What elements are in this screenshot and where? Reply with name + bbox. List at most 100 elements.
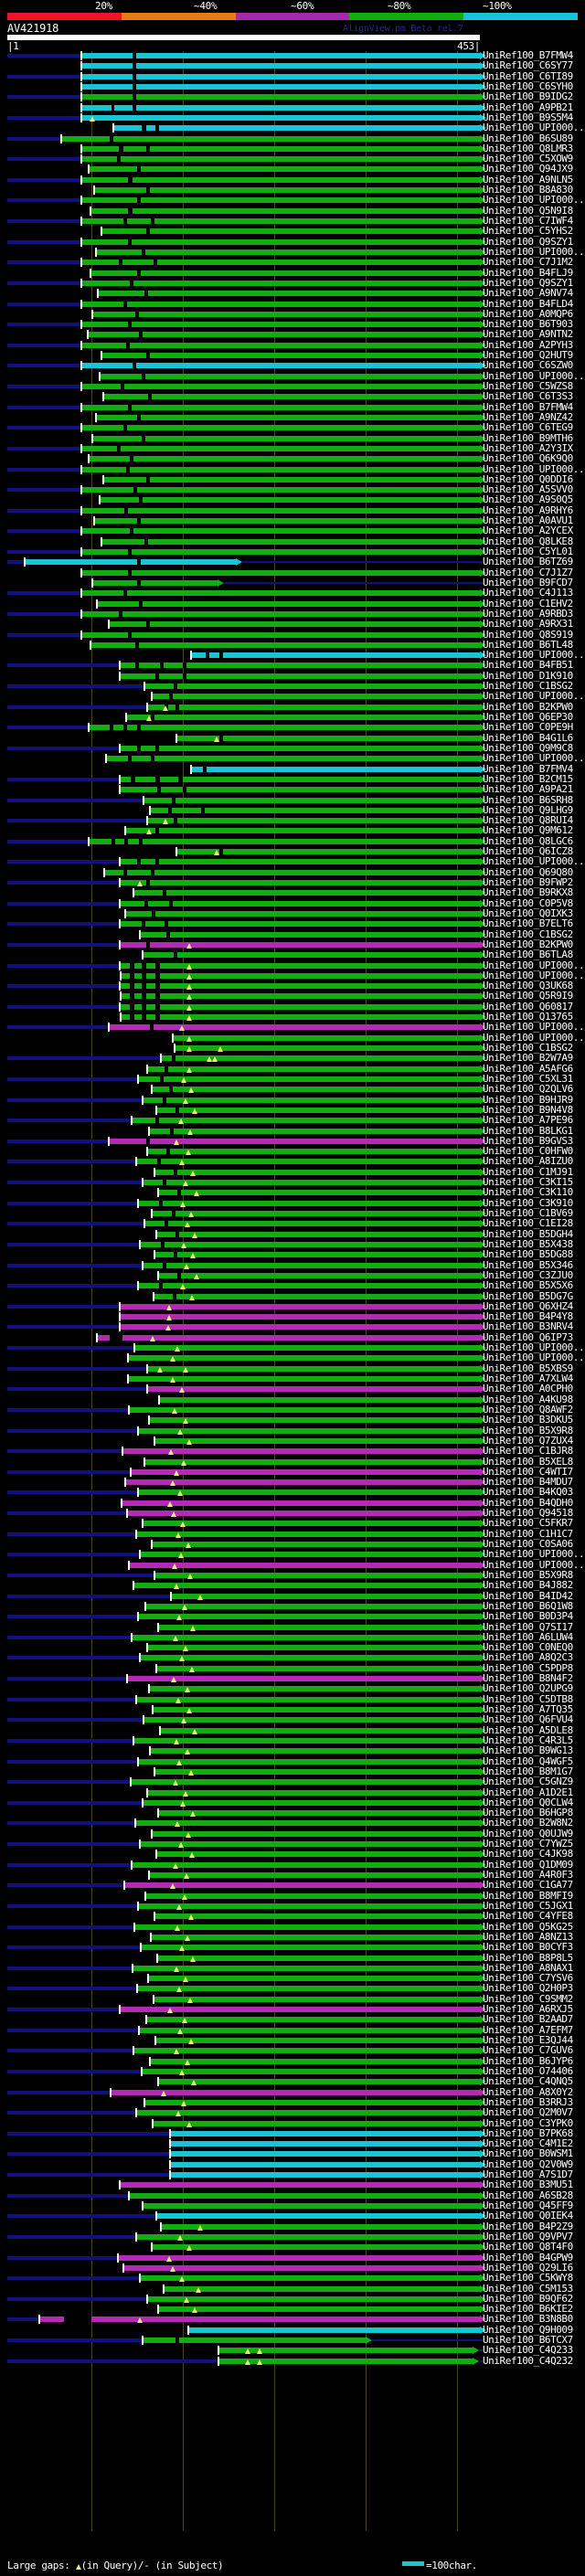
alignment-row[interactable]: UniRef100_B6T903	[0, 319, 585, 330]
hsp-bar[interactable]	[190, 766, 480, 772]
hsp-bar[interactable]	[138, 2027, 480, 2033]
alignment-row[interactable]: UniRef100_C1BSG2	[0, 681, 585, 692]
hsp-bar[interactable]	[80, 301, 480, 307]
alignment-row[interactable]: UniRef100_A9RBD3	[0, 608, 585, 620]
hsp-bar[interactable]	[137, 1200, 480, 1206]
subject-id-label[interactable]: UniRef100_B0WSM1	[483, 2147, 573, 2160]
alignment-row[interactable]: UniRef100_C3KI15	[0, 1177, 585, 1188]
subject-id-label[interactable]: UniRef100_Q6FVU4	[483, 1713, 573, 1726]
subject-id-label[interactable]: UniRef100_C4J113	[483, 587, 573, 599]
hsp-bar[interactable]	[131, 1861, 480, 1868]
hsp-bar[interactable]	[135, 1696, 480, 1702]
alignment-row[interactable]: UniRef100_C5KWY8	[0, 2273, 585, 2284]
subject-id-label[interactable]: UniRef100_C3K910	[483, 1196, 573, 1209]
subject-id-label[interactable]: UniRef100_A7XLW4	[483, 1373, 573, 1384]
hsp-bar[interactable]	[157, 1190, 480, 1196]
hsp-bar[interactable]	[80, 445, 480, 451]
hsp-bar[interactable]	[157, 1810, 480, 1817]
subject-id-label[interactable]: UniRef100_Q2V0W9	[483, 2157, 573, 2170]
hsp-bar[interactable]	[176, 849, 480, 855]
hsp-bar[interactable]	[137, 1427, 480, 1434]
hsp-bar[interactable]	[153, 1293, 480, 1299]
subject-id-label[interactable]: UniRef100_B2AAD7	[483, 2013, 573, 2026]
subject-id-label[interactable]: UniRef100_C5XOW9	[483, 153, 573, 165]
hsp-bar[interactable]	[80, 73, 480, 80]
subject-id-label[interactable]: UniRef100_UPI000..	[483, 1021, 585, 1034]
hsp-bar[interactable]	[139, 1841, 480, 1848]
alignment-row[interactable]: UniRef100_C0PE9H	[0, 722, 585, 733]
subject-id-label[interactable]: UniRef100_C5YL01	[483, 546, 573, 557]
alignment-row[interactable]: UniRef100_A7PE96	[0, 1115, 585, 1126]
subject-id-label[interactable]: UniRef100_Q0CLW4	[483, 1796, 573, 1808]
hsp-bar[interactable]	[140, 1945, 480, 1951]
hsp-bar[interactable]	[128, 2192, 480, 2199]
subject-id-label[interactable]: UniRef100_A2Y3IX	[483, 441, 573, 454]
subject-id-label[interactable]: UniRef100_A7TQ35	[483, 1703, 573, 1715]
subject-id-label[interactable]: UniRef100_B2KPW0	[483, 700, 573, 713]
alignment-row[interactable]: UniRef100_O74406	[0, 2065, 585, 2077]
hsp-bar[interactable]	[90, 207, 480, 214]
subject-id-label[interactable]: UniRef100_A4KU98	[483, 1393, 573, 1405]
subject-id-label[interactable]: UniRef100_B7FMW4	[483, 49, 573, 61]
hsp-bar[interactable]	[133, 1345, 480, 1352]
hsp-bar[interactable]	[151, 1542, 480, 1547]
subject-id-label[interactable]: UniRef100_A8NAX1	[483, 1961, 573, 1974]
alignment-row[interactable]: UniRef100_UPI000..	[0, 856, 585, 867]
hsp-bar[interactable]	[80, 569, 480, 576]
subject-id-label[interactable]: UniRef100_C4JK98	[483, 1848, 573, 1860]
alignment-row[interactable]: UniRef100_Q2M0V7	[0, 2107, 585, 2118]
hsp-bar[interactable]	[139, 1552, 480, 1558]
subject-id-label[interactable]: UniRef100_Q8AWF2	[483, 1403, 573, 1415]
hsp-bar[interactable]	[139, 931, 480, 938]
subject-id-label[interactable]: UniRef100_Q60817	[483, 1000, 573, 1012]
alignment-row[interactable]: UniRef100_Q6FVU4	[0, 1713, 585, 1726]
alignment-row[interactable]: UniRef100_A9NV74	[0, 288, 585, 299]
alignment-row[interactable]: UniRef100_Q5KG25	[0, 1921, 585, 1933]
hsp-bar[interactable]	[80, 145, 480, 152]
hsp-bar[interactable]	[149, 807, 480, 813]
alignment-row[interactable]: UniRef100_Q7ZUX4	[0, 1435, 585, 1447]
alignment-row[interactable]: UniRef100_B5X346	[0, 1259, 585, 1271]
subject-id-label[interactable]: UniRef100_A0MQP6	[483, 307, 573, 320]
alignment-row[interactable]: UniRef100_Q6EP30	[0, 712, 585, 723]
hsp-bar[interactable]	[128, 1562, 480, 1568]
subject-id-label[interactable]: UniRef100_B7FMV4	[483, 762, 573, 775]
alignment-row[interactable]: UniRef100_B6TZ69	[0, 557, 585, 567]
subject-id-label[interactable]: UniRef100_B9MTH6	[483, 431, 573, 444]
hsp-bar[interactable]	[147, 1976, 480, 1982]
hsp-bar[interactable]	[154, 1913, 480, 1920]
subject-id-label[interactable]: UniRef100_C7YWZ5	[483, 1838, 573, 1850]
alignment-row[interactable]: UniRef100_B3MU51	[0, 2179, 585, 2190]
subject-id-label[interactable]: UniRef100_B5X9R8	[483, 1424, 573, 1436]
hsp-bar[interactable]	[80, 83, 480, 90]
alignment-row[interactable]: UniRef100_B5X438	[0, 1238, 585, 1250]
subject-id-label[interactable]: UniRef100_Q29LI6	[483, 2261, 573, 2274]
subject-id-label[interactable]: UniRef100_C7J1Z7	[483, 566, 573, 578]
alignment-row[interactable]: UniRef100_C6SY77	[0, 60, 585, 71]
subject-id-label[interactable]: UniRef100_Q2QLV6	[483, 1083, 573, 1096]
hsp-bar[interactable]	[151, 1087, 480, 1093]
subject-id-label[interactable]: UniRef100_UPI000..	[483, 649, 585, 662]
subject-id-label[interactable]: UniRef100_B6HGP8	[483, 1807, 573, 1819]
alignment-row[interactable]: UniRef100_A2PYH3	[0, 339, 585, 351]
hsp-bar[interactable]	[80, 114, 480, 121]
subject-id-label[interactable]: UniRef100_B6TL48	[483, 638, 573, 651]
alignment-row[interactable]: UniRef100_B9IDG2	[0, 91, 585, 102]
hsp-bar[interactable]	[102, 476, 480, 482]
alignment-row[interactable]: UniRef100_B3DKU5	[0, 1415, 585, 1426]
hsp-bar[interactable]	[156, 1955, 480, 1961]
subject-id-label[interactable]: UniRef100_A4R0F3	[483, 1869, 573, 1881]
alignment-row[interactable]: UniRef100_C4QNQ5	[0, 2076, 585, 2087]
alignment-row[interactable]: UniRef100_C5DTB8	[0, 1693, 585, 1705]
alignment-row[interactable]: UniRef100_B5X5X6	[0, 1279, 585, 1292]
subject-id-label[interactable]: UniRef100_A5AFG6	[483, 1062, 573, 1075]
alignment-row[interactable]: UniRef100_C9SMM2	[0, 1993, 585, 2005]
subject-id-label[interactable]: UniRef100_B7FMW4	[483, 400, 573, 413]
subject-id-label[interactable]: UniRef100_Q8T4F0	[483, 2241, 573, 2253]
alignment-row[interactable]: UniRef100_B6Q1W8	[0, 1600, 585, 1612]
alignment-row[interactable]: UniRef100_UPI000..	[0, 1021, 585, 1034]
subject-id-label[interactable]: UniRef100_B5X5X6	[483, 1279, 573, 1292]
subject-id-label[interactable]: UniRef100_UPI000..	[483, 752, 585, 765]
subject-id-label[interactable]: UniRef100_A0AVU1	[483, 514, 573, 527]
subject-id-label[interactable]: UniRef100_B4GPW9	[483, 2251, 573, 2263]
